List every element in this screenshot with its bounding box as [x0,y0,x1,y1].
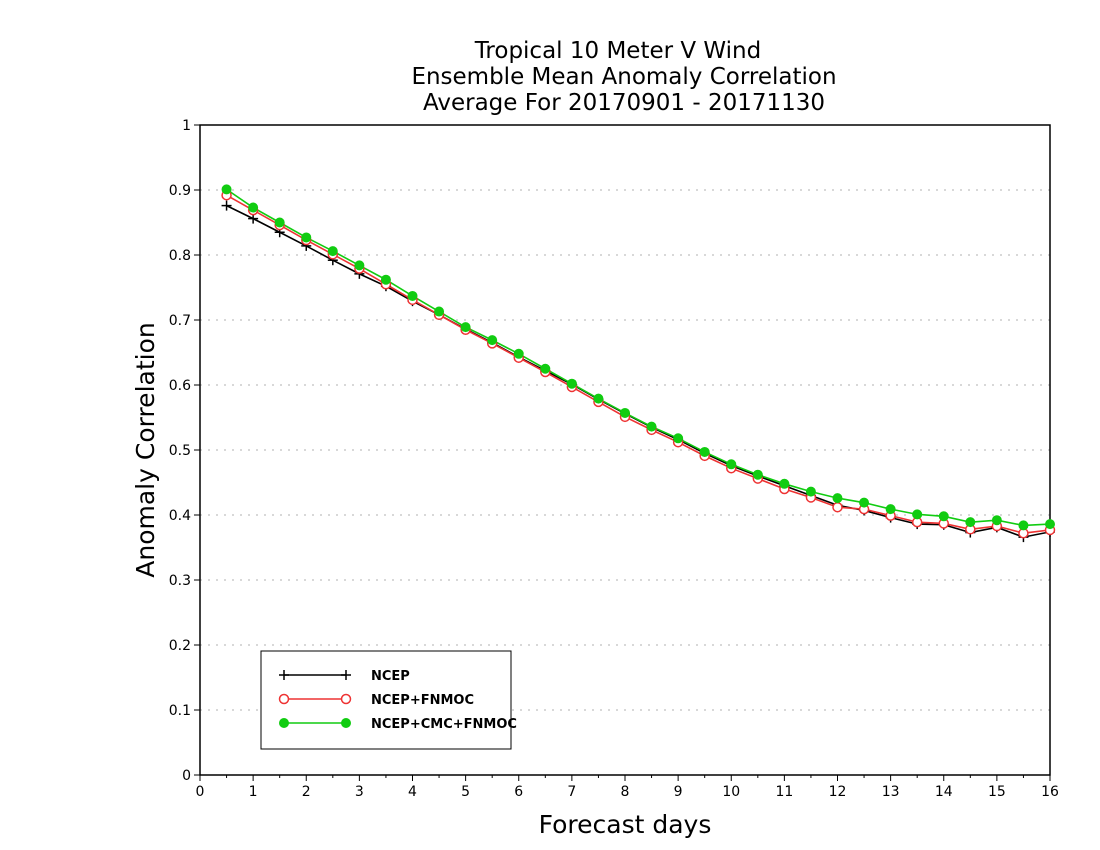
data-point-series-2 [646,421,657,432]
series-line-2 [226,188,1051,527]
legend-marker-start-0 [279,670,289,680]
data-point-series-2 [752,469,763,480]
title-line-3: Average For 20170901 - 20171130 [423,90,825,116]
y-tick-label: 0.9 [169,183,191,199]
y-tick-label: 0.7 [169,313,191,329]
data-point-series-2 [1045,519,1055,530]
data-point-series-2 [620,407,630,418]
x-tick-label: 2 [302,784,311,800]
data-point-series-2 [354,260,365,271]
series-line-1 [226,194,1051,535]
legend-marker-start-2 [279,718,289,728]
data-point-series-2 [221,184,232,195]
legend-label-0: NCEP [371,669,410,684]
data-point-series-2 [327,246,338,257]
data-point-series-2 [805,486,816,497]
chart-title: Tropical 10 Meter V Wind Ensemble Mean A… [411,38,836,116]
data-point-series-0 [221,200,232,211]
title-line-2: Ensemble Mean Anomaly Correlation [411,64,836,90]
data-point-series-2 [434,306,445,317]
y-tick-label: 0.8 [169,248,191,264]
data-point-series-2 [274,217,285,228]
x-tick-label: 9 [674,784,683,800]
data-point-series-2 [460,322,471,333]
data-point-series-2 [380,274,391,285]
data-point-series-2 [699,446,710,457]
data-point-series-2 [832,493,843,504]
y-tick-label: 0.1 [169,703,191,719]
data-point-series-2 [487,335,498,346]
x-tick-label: 10 [722,784,740,800]
y-axis-label: Anomaly Correlation [131,322,160,577]
y-tick-label: 0.6 [169,378,191,394]
legend-marker-end-0 [341,670,351,680]
data-point-series-2 [248,202,259,213]
data-point-series-2 [885,504,896,515]
data-point-series-2 [859,497,870,508]
data-point-series-2 [965,517,976,528]
series-line-0 [226,204,1051,538]
x-tick-label: 7 [567,784,576,800]
x-tick-label: 16 [1041,784,1059,800]
legend-label-1: NCEP+FNMOC [371,693,474,708]
x-tick-label: 5 [461,784,470,800]
data-point-series-2 [673,433,684,444]
data-point-series-2 [301,232,312,243]
x-tick-label: 3 [355,784,364,800]
x-tick-label: 0 [196,784,205,800]
data-point-series-2 [912,509,923,520]
data-point-series-2 [513,348,524,359]
x-tick-label: 6 [514,784,523,800]
series-lines [226,188,1051,538]
data-point-series-2 [1018,520,1029,531]
x-tick-label: 11 [775,784,793,800]
data-point-series-2 [726,459,737,470]
legend-label-2: NCEP+CMC+FNMOC [371,717,517,732]
data-point-series-1 [832,501,843,513]
legend: NCEP NCEP+FNMOC NCEP+CMC+FNMOC [260,650,517,750]
axis-ticks: 00.10.20.30.40.50.60.70.80.910 1 2 3 4 5 6 7 8 9 1… [169,118,1059,800]
x-tick-label: 4 [408,784,417,800]
legend-box [260,650,512,750]
x-tick-label: 15 [988,784,1006,800]
x-tick-label: 12 [829,784,847,800]
y-tick-label: 0.5 [169,443,191,459]
x-tick-label: 13 [882,784,900,800]
x-tick-label: 14 [935,784,953,800]
data-point-series-2 [566,378,577,389]
legend-marker-end-1 [340,693,352,705]
legend-marker-start-1 [278,693,290,705]
legend-marker-end-2 [341,718,351,728]
x-tick-label: 1 [249,784,258,800]
data-point-series-2 [540,363,551,374]
series-markers [221,184,1056,543]
y-tick-label: 0.3 [169,573,191,589]
grid [200,189,1050,711]
title-line-1: Tropical 10 Meter V Wind [474,38,761,64]
y-tick-label: 0.2 [169,638,191,654]
data-point-series-2 [991,515,1002,526]
y-tick-label: 0.4 [169,508,191,524]
data-point-series-2 [407,290,418,301]
data-point-series-2 [938,511,949,522]
y-tick-label: 1 [182,118,191,134]
x-tick-label: 8 [621,784,630,800]
x-axis-label: Forecast days [539,810,712,839]
y-tick-label: 0 [182,768,191,784]
data-point-series-2 [779,478,790,489]
data-point-series-2 [593,393,604,404]
